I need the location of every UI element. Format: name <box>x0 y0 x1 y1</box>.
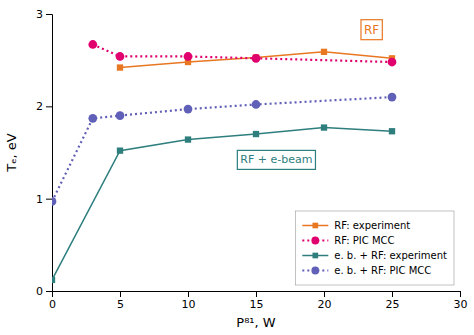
tick-mark <box>324 291 325 297</box>
tick-mark <box>46 14 52 15</box>
series <box>88 40 396 66</box>
annotation-box <box>237 150 315 169</box>
x-axis: 0 5 10 15 20 25 30 <box>49 291 468 311</box>
tick-label: 0 <box>36 285 43 298</box>
tick: 25 <box>386 291 400 311</box>
legend-item: e. b. + RF: PIC MCC <box>302 265 431 276</box>
series <box>117 49 395 71</box>
tick-mark <box>188 291 189 297</box>
tick-label: 30 <box>454 298 468 311</box>
marker <box>252 100 261 109</box>
marker <box>252 54 261 63</box>
tick: 20 <box>318 291 332 311</box>
legend-item: RF: PIC MCC <box>302 235 394 246</box>
marker <box>88 114 97 123</box>
legend-marker <box>312 253 318 259</box>
tick-label: 5 <box>117 298 124 311</box>
legend-item: RF: experiment <box>302 220 410 231</box>
tick-mark <box>256 291 257 297</box>
tick: 5 <box>117 291 124 311</box>
marker <box>184 105 193 114</box>
marker <box>52 197 56 206</box>
tick-mark <box>46 291 52 292</box>
tick-label: 15 <box>250 298 264 311</box>
legend-marker <box>311 267 319 275</box>
tick-label: 1 <box>36 193 43 206</box>
tick-label: 20 <box>318 298 332 311</box>
legend-marker <box>312 223 318 229</box>
chart: 0 5 10 15 20 25 30 0 1 2 3 RF RF + e-beam RF: experim… <box>0 0 474 335</box>
legend-label: e. b. + RF: PIC MCC <box>334 265 431 276</box>
legend-marker <box>311 237 319 245</box>
marker <box>117 64 123 70</box>
y-axis: 0 1 2 3 <box>36 8 53 298</box>
tick: 2 <box>36 100 52 113</box>
tick: 30 <box>454 291 468 311</box>
tick: 0 <box>49 291 56 311</box>
y-axis-title: Tₑ, eV <box>4 133 19 173</box>
annotation: RF + e-beam <box>237 150 315 169</box>
annotation-text: RF <box>364 23 379 37</box>
marker <box>388 93 397 102</box>
tick-label: 25 <box>386 298 400 311</box>
axis-line <box>53 292 461 298</box>
marker <box>389 128 395 134</box>
tick: 3 <box>36 8 52 21</box>
tick-label: 0 <box>49 298 56 311</box>
tick-label: 2 <box>36 100 43 113</box>
series <box>52 93 396 206</box>
tick-mark <box>460 291 461 297</box>
tick-mark <box>46 199 52 200</box>
tick: 10 <box>182 291 196 311</box>
tick-label: 3 <box>36 8 43 21</box>
axis-line <box>46 15 53 292</box>
marker <box>116 52 125 61</box>
marker <box>253 131 259 137</box>
marker <box>388 58 397 67</box>
marker <box>116 111 125 120</box>
series-line <box>93 44 392 62</box>
plot: 0 5 10 15 20 25 30 0 1 2 3 RF RF + e-beam RF: experim… <box>36 8 468 311</box>
x-axis-title: P⁸¹, W <box>236 315 276 330</box>
legend-label: RF: PIC MCC <box>334 235 394 246</box>
series-line <box>52 97 392 201</box>
tick-mark <box>392 291 393 297</box>
marker <box>185 136 191 142</box>
marker <box>321 49 327 55</box>
annotation-box <box>361 20 382 40</box>
legend-box <box>295 211 454 285</box>
annotation: RF <box>361 20 382 40</box>
marker <box>88 40 97 49</box>
marker <box>184 52 193 61</box>
marker <box>117 147 123 153</box>
marker <box>321 124 327 130</box>
legend: RF: experiment RF: PIC MCC e. b. + RF: exp… <box>295 211 454 285</box>
annotations: RF RF + e-beam <box>237 20 382 170</box>
legend-label: RF: experiment <box>334 220 410 231</box>
tick-mark <box>46 106 52 107</box>
tick-mark <box>120 291 121 297</box>
tick: 15 <box>250 291 264 311</box>
legend-label: e. b. + RF: experiment <box>334 250 447 261</box>
marker <box>52 277 55 283</box>
tick: 0 <box>36 285 52 298</box>
tick-label: 10 <box>182 298 196 311</box>
tick: 1 <box>36 193 52 206</box>
series-line <box>120 52 392 68</box>
legend-item: e. b. + RF: experiment <box>302 250 447 261</box>
annotation-text: RF + e-beam <box>240 153 312 166</box>
